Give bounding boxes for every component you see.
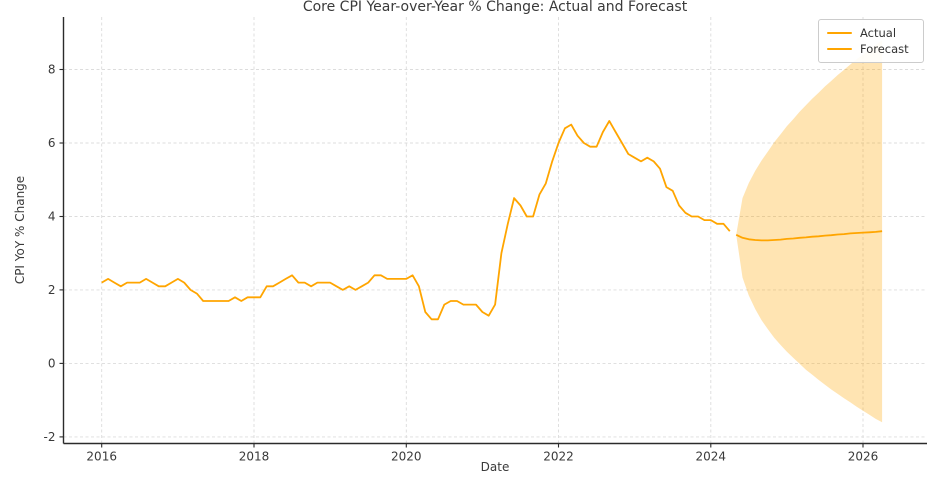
legend-label-actual: Actual	[860, 26, 897, 40]
actual-line	[101, 120, 731, 321]
svg-text:8: 8	[48, 63, 56, 77]
y-axis-label: CPI YoY % Change	[13, 175, 27, 285]
legend-label-forecast: Forecast	[860, 42, 909, 56]
svg-text:0: 0	[48, 356, 56, 370]
svg-text:2026: 2026	[848, 450, 879, 464]
chart-legend: Actual Forecast	[818, 19, 924, 63]
svg-text:2: 2	[48, 283, 56, 297]
gridlines	[63, 17, 927, 444]
svg-text:6: 6	[48, 136, 56, 150]
legend-item-actual: Actual	[827, 25, 915, 41]
legend-item-forecast: Forecast	[827, 41, 915, 57]
svg-text:2016: 2016	[86, 450, 117, 464]
svg-text:2020: 2020	[391, 450, 422, 464]
axes-spines	[62, 17, 927, 445]
svg-text:2018: 2018	[239, 450, 270, 464]
confidence-band	[736, 40, 883, 423]
svg-text:-2: -2	[44, 430, 56, 444]
forecast-line-swatch-icon	[827, 47, 852, 51]
axis-ticks	[59, 68, 864, 448]
svg-text:2024: 2024	[696, 450, 727, 464]
svg-text:4: 4	[48, 210, 56, 224]
svg-text:2022: 2022	[543, 450, 574, 464]
forecast-line	[735, 230, 883, 242]
x-axis-label: Date	[480, 460, 510, 474]
tick-labels: 2016 2018 2020 2022 2024 2026 -2 0 2 4 6 8	[44, 63, 879, 464]
chart-title: Core CPI Year-over-Year % Change: Actual…	[302, 0, 688, 15]
actual-line-swatch-icon	[827, 31, 852, 35]
